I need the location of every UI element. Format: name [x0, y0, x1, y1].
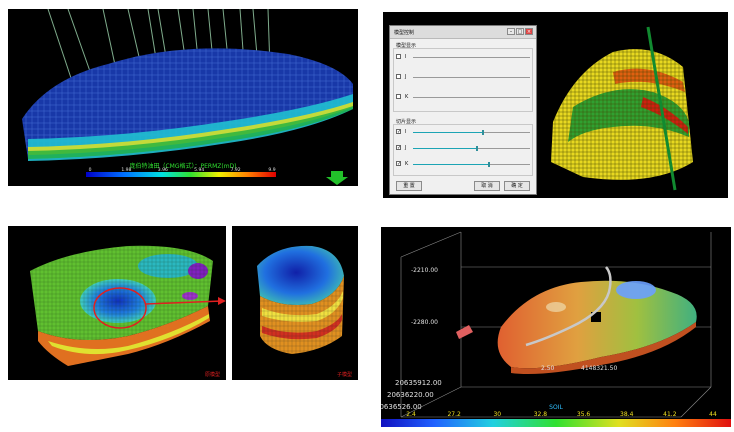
z-tick-1: -2210.00 — [411, 267, 438, 274]
slice-k-handle[interactable] — [488, 162, 491, 167]
y-tick-2: 20636220.00 — [387, 391, 434, 399]
slice-i-handle[interactable] — [482, 130, 485, 135]
slice-i-label: I — [405, 129, 407, 135]
reset-button[interactable]: 重 置 — [396, 181, 422, 191]
dialog-titlebar[interactable]: 模型控制 – □ × — [390, 26, 536, 39]
original-model-render: 原模型 — [30, 245, 226, 378]
model-control-view: 模型控制 – □ × 模型显示 I J K 切片显示 ✓ I — [383, 12, 728, 198]
permz-colorbar-tick-2: 3.96 — [158, 167, 168, 173]
slice-j-label: J — [405, 145, 407, 151]
permz-colorbar-tick-1: 1.98 — [121, 167, 131, 173]
slice-k-checkbox[interactable]: ✓ — [396, 161, 402, 167]
display-i-slider[interactable] — [413, 57, 530, 58]
soil-colorbar-tick-4: 35.6 — [577, 411, 591, 418]
dialog-title: 模型控制 — [394, 30, 415, 36]
arrow-right-icon — [218, 297, 226, 305]
selection-ellipse — [93, 287, 147, 329]
y-tick-1: 20635912.00 — [395, 379, 442, 387]
soil-colorbar-tick-3: 32.8 — [534, 411, 548, 418]
close-icon[interactable]: × — [525, 28, 533, 35]
display-k-label: K — [405, 94, 409, 100]
display-row-j: J — [396, 74, 532, 82]
permz-3d-view: 庞伯特油田（CMG格式）：PERMZ(mD) 0 1.98 3.96 5.94 7.92… — [8, 9, 358, 186]
soil-3d-view: -2210.00 -2280.00 20635912.00 20636220.0… — [381, 227, 731, 427]
display-k-slider[interactable] — [413, 97, 530, 98]
display-j-label: J — [405, 74, 407, 80]
sub-model-view: 子模型 — [232, 226, 358, 380]
soil-surface-render: -2210.00 -2280.00 20635912.00 20636220.0… — [381, 231, 731, 427]
extracted-sub-model-render: 子模型 — [257, 245, 352, 378]
slice-j-handle[interactable] — [476, 146, 479, 151]
slice-j-checkbox[interactable]: ✓ — [396, 145, 402, 151]
cancel-button[interactable]: 取 消 — [474, 181, 500, 191]
display-i-checkbox[interactable] — [396, 54, 401, 59]
display-i-label: I — [405, 54, 407, 60]
confirm-button[interactable]: 确 定 — [504, 181, 530, 191]
soil-colorbar-tick-5: 38.4 — [620, 411, 634, 418]
y-tick-3: 20636526.00 — [381, 403, 422, 411]
permz-colorbar-tick-0: 0 — [89, 167, 92, 173]
slice-row-j: ✓ J — [396, 145, 532, 153]
soil-colorbar-tick-2: 30 — [493, 411, 501, 418]
soil-colorbar-tick-1: 27.2 — [447, 411, 461, 418]
permz-colorbar-tick-4: 7.92 — [231, 167, 241, 173]
well-bore — [646, 26, 677, 191]
slice-row-i: ✓ I — [396, 129, 532, 137]
slice-i-slider[interactable] — [413, 130, 530, 135]
x-tick-1: 2.50 — [541, 365, 555, 372]
sub-model-render — [551, 26, 693, 191]
permz-colorbar-tick-5: 9.9 — [268, 167, 275, 173]
down-arrow-icon[interactable] — [326, 171, 348, 185]
x-tick-2: 4148321.50 — [581, 365, 617, 372]
soil-colorbar-tick-6: 41.2 — [663, 411, 677, 418]
display-j-checkbox[interactable] — [396, 74, 401, 79]
slice-k-label: K — [405, 161, 409, 167]
original-model-view: 原模型 — [8, 226, 226, 380]
display-row-i: I — [396, 54, 532, 62]
minimize-icon[interactable]: – — [507, 28, 515, 35]
slice-k-slider[interactable] — [413, 162, 530, 167]
soil-colorbar-tick-7: 44 — [709, 411, 717, 418]
display-k-checkbox[interactable] — [396, 94, 401, 99]
colorbar-title: 庞伯特油田（CMG格式）：PERMZ(mD) — [129, 162, 236, 170]
slice-row-k: ✓ K — [396, 161, 532, 169]
slice-i-checkbox[interactable]: ✓ — [396, 129, 402, 135]
maximize-icon[interactable]: □ — [516, 28, 524, 35]
z-tick-2: -2280.00 — [411, 319, 438, 326]
section-display-label: 模型显示 — [396, 43, 417, 49]
permz-colorbar-tick-3: 5.94 — [194, 167, 204, 173]
soil-colorbar-label: SOIL — [549, 404, 563, 411]
model-control-dialog: 模型控制 – □ × 模型显示 I J K 切片显示 ✓ I — [389, 25, 537, 195]
soil-colorbar-tick-0: 2.4 — [406, 411, 416, 418]
display-j-slider[interactable] — [413, 77, 530, 78]
sub-model-label: 子模型 — [337, 371, 352, 378]
slice-j-slider[interactable] — [413, 146, 530, 151]
well-path — [525, 266, 612, 347]
permz-colorbar — [86, 172, 276, 177]
display-group — [393, 48, 533, 112]
section-slice-label: 切片显示 — [396, 119, 417, 125]
display-row-k: K — [396, 94, 532, 102]
soil-colorbar — [381, 419, 731, 427]
original-model-label: 原模型 — [205, 371, 220, 378]
slice-group — [393, 124, 533, 176]
reservoir-grid-render: 庞伯特油田（CMG格式）：PERMZ(mD) 0 1.98 3.96 5.94 7.92… — [22, 9, 353, 185]
